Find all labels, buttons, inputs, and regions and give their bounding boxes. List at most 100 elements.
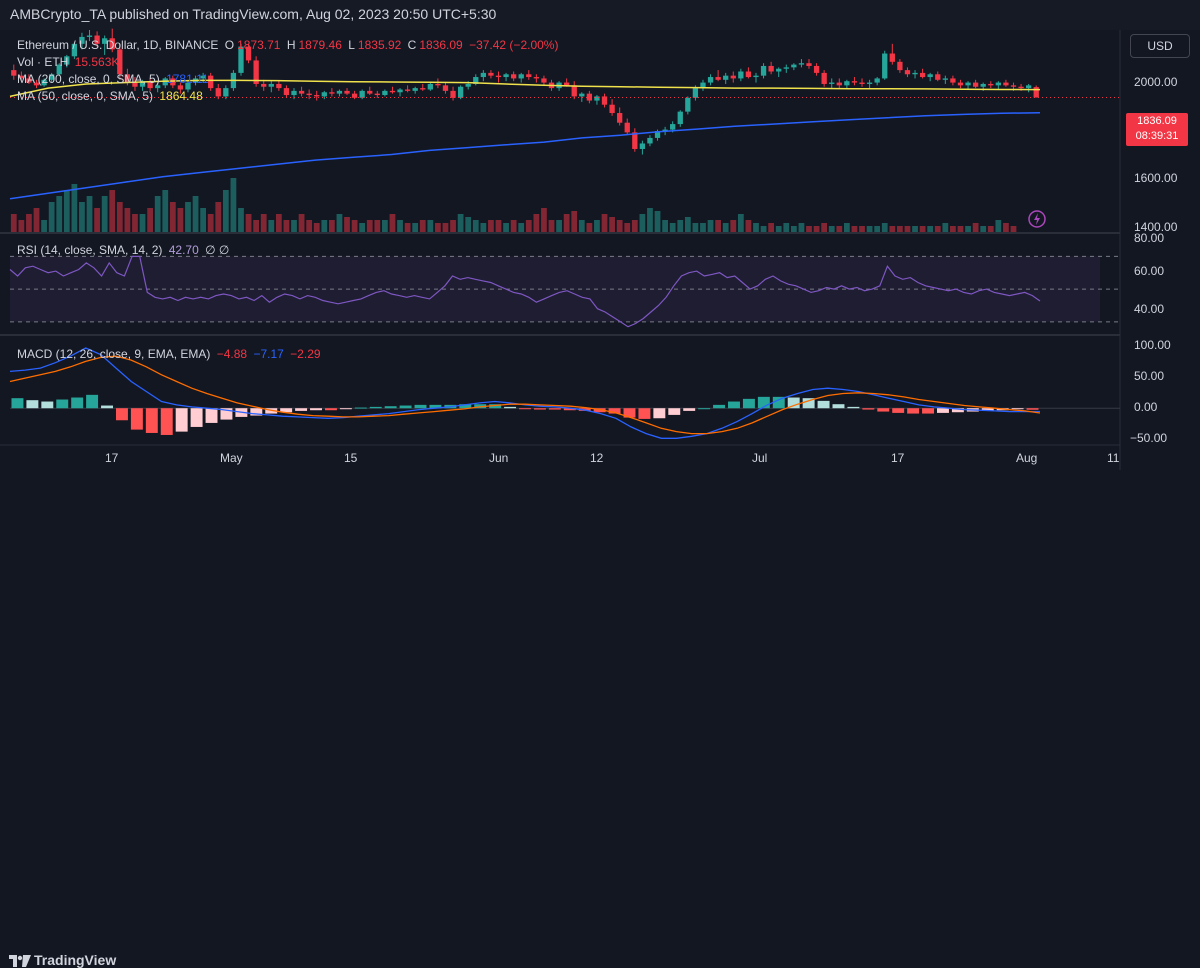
volume-bar [238,208,244,232]
volume-bars [10,178,1017,232]
volume-bar [987,226,994,232]
candle-body [798,63,805,65]
candle-body [26,78,32,83]
volume-bar [306,220,313,232]
macd-histogram-bar [787,397,800,409]
volume-bar [351,220,358,232]
candle-body [200,75,206,79]
volume-bar [912,226,918,232]
macd-histogram-bar [519,408,531,410]
candle-body [783,67,789,69]
macd-histogram-bar [280,408,293,413]
volume-bar [10,214,17,232]
macd-histogram-bar [772,396,785,409]
ma50-value: 1864.48 [159,89,203,103]
macd-hist-value: −4.88 [216,347,248,361]
volume-bar [957,226,964,232]
candle-body [291,90,297,96]
candle-body [208,75,214,89]
volume-bar [503,223,509,232]
candle-body [64,56,70,65]
close-value: 1836.09 [419,38,463,52]
candle-body [480,72,486,78]
candle-body [155,85,161,89]
volume-bar [397,220,403,232]
volume-bar [821,223,828,232]
macd-histogram-bar [1026,408,1039,410]
candle-body [473,77,479,84]
volume-bar [639,214,646,232]
volume-label[interactable]: Vol · ETH [17,55,69,69]
x-tick-0: 17 [105,451,119,465]
macd-histogram-bar [728,401,740,409]
ma50-line [9,79,1041,98]
volume-bar [442,223,449,232]
volume-bar [700,223,706,232]
volume-bar [63,190,70,232]
macd-histogram-bar [56,399,69,409]
macd-label[interactable]: MACD (12, 26, close, 9, EMA, EMA) [17,347,211,361]
candle-body [836,82,842,86]
chart-canvas[interactable] [0,0,1200,505]
candle-body [268,83,274,87]
macd-histogram-bar [533,408,546,410]
volume-bar [162,190,169,232]
candle-body [94,35,100,44]
volume-bar [26,214,32,232]
macd-histogram-bar [205,408,218,423]
volume-bar [291,220,297,232]
volume-bar [404,223,411,232]
volume-bar [753,223,759,232]
volume-bar [889,226,896,232]
volume-bar [866,226,873,232]
candle-body [821,72,827,84]
candle-body [662,129,668,131]
candle-body [738,71,744,79]
volume-bar [934,226,941,232]
rsi-label[interactable]: RSI (14, close, SMA, 14, 2) [17,243,163,257]
x-tick-3: Jun [489,451,509,465]
macd-histogram-bar [101,405,113,409]
ma200-label[interactable]: MA (200, close, 0, SMA, 5) [17,72,160,86]
x-tick-8: 11 [1107,451,1120,465]
x-tick-4: 12 [590,451,604,465]
candle-body [715,77,721,80]
ma50-label[interactable]: MA (50, close, 0, SMA, 5) [17,89,154,103]
volume-bar [556,220,562,232]
candle-body [942,78,948,80]
candle-body [700,82,706,89]
macd-histogram-bar [250,408,263,416]
macd-histogram-bar [742,398,755,409]
candle-body [541,78,547,83]
candle-body [79,36,85,44]
x-tick-6: 17 [891,451,905,465]
macd-histogram-bar [295,408,308,411]
volume-bar [116,202,123,232]
volume-bar [359,223,366,232]
candle-body [359,90,365,98]
currency-button[interactable]: USD [1130,34,1190,58]
macd-histogram-bar [414,404,427,409]
y-tick-main-1: 1600.00 [1134,171,1178,185]
volume-bar [215,202,222,232]
tradingview-logo[interactable]: TradingView [9,952,116,968]
x-tick-1: May [220,451,243,465]
volume-bar [336,214,343,232]
macd-histogram-bar [832,404,845,409]
candle-body [723,75,729,80]
candle-body [874,78,880,83]
volume-bar [169,202,176,232]
macd-histogram-bar [877,408,890,412]
candle-body [488,72,494,76]
volume-bar [321,220,328,232]
candle-body [397,89,403,93]
macd-legend: MACD (12, 26, close, 9, EMA, EMA) −4.88 … [17,347,324,361]
tradingview-logo-icon [9,955,31,968]
volume-bar [222,190,229,232]
bar-countdown: 08:39:31 [1135,130,1179,142]
volume-bar [510,220,517,232]
volume-bar [389,214,396,232]
symbol-label[interactable]: Ethereum / U.S. Dollar, 1D, BINANCE [17,38,219,52]
macd-histogram-bar [339,408,352,410]
candle-body [147,81,153,89]
